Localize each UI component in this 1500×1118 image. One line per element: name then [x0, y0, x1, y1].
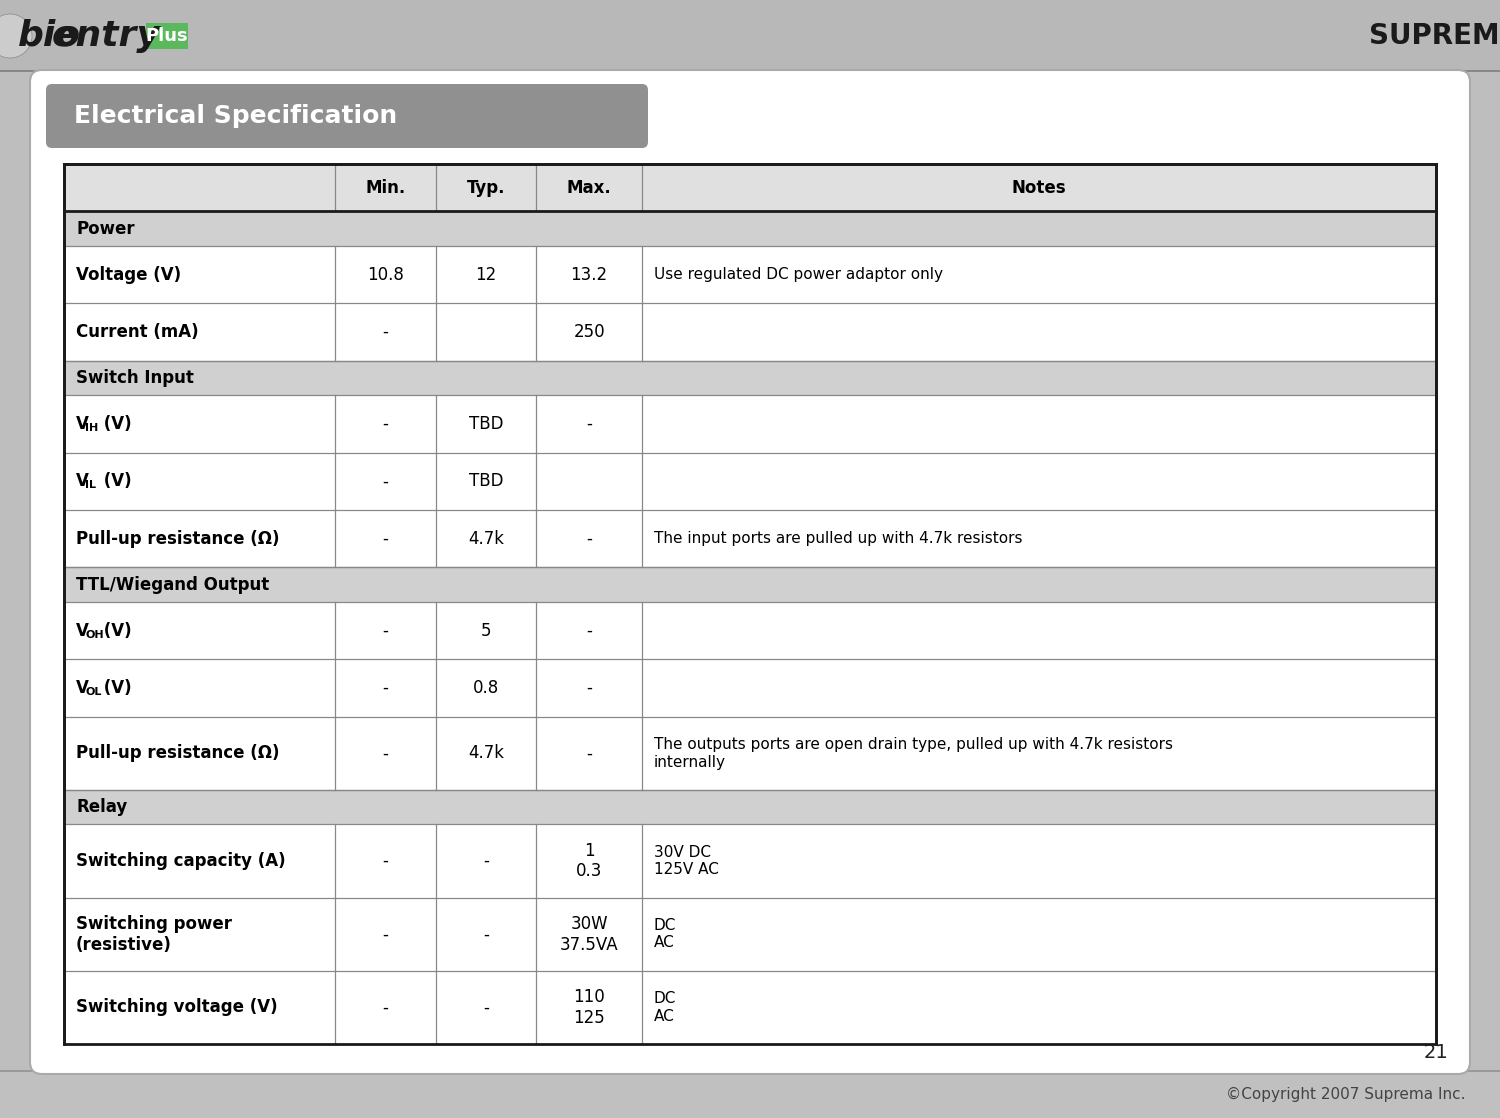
Text: IH: IH	[86, 423, 99, 433]
Bar	[0, 70, 1500, 72]
Text: Electrical Specification: Electrical Specification	[74, 104, 398, 127]
Bar	[64, 568, 1435, 601]
Text: -: -	[483, 926, 489, 944]
Text: bio: bio	[18, 19, 81, 53]
Text: Pull-up resistance (Ω): Pull-up resistance (Ω)	[76, 530, 279, 548]
Text: (V): (V)	[98, 473, 132, 491]
Circle shape	[0, 15, 32, 58]
Text: -: -	[382, 530, 388, 548]
Text: 4.7k: 4.7k	[468, 745, 504, 762]
Bar	[0, 1070, 1500, 1071]
Text: Switching voltage (V): Switching voltage (V)	[76, 998, 278, 1016]
Text: The input ports are pulled up with 4.7k resistors: The input ports are pulled up with 4.7k …	[654, 531, 1023, 547]
Text: OH: OH	[86, 629, 104, 639]
Bar	[64, 396, 1435, 453]
Bar	[64, 164, 1435, 211]
Text: 5: 5	[482, 622, 492, 639]
Text: (V): (V)	[98, 415, 132, 433]
Text: V: V	[76, 415, 88, 433]
Bar	[64, 510, 1435, 568]
Text: -: -	[586, 679, 592, 697]
Text: 21: 21	[1424, 1042, 1448, 1061]
Text: 4.7k: 4.7k	[468, 530, 504, 548]
Text: DC
AC: DC AC	[654, 992, 676, 1024]
Text: SUPREMA: SUPREMA	[1370, 22, 1500, 50]
Text: -: -	[483, 998, 489, 1016]
Bar	[64, 601, 1435, 660]
Text: -: -	[382, 852, 388, 870]
Text: 10.8: 10.8	[368, 266, 404, 284]
Text: 13.2: 13.2	[570, 266, 608, 284]
Text: Min.: Min.	[366, 179, 407, 197]
Text: 30W
37.5VA: 30W 37.5VA	[560, 915, 618, 954]
Text: -: -	[382, 679, 388, 697]
Bar	[0, 0, 1500, 72]
Text: TTL/Wiegand Output: TTL/Wiegand Output	[76, 576, 270, 594]
Bar	[64, 898, 1435, 970]
Text: Current (mA): Current (mA)	[76, 323, 198, 341]
Text: entry: entry	[53, 19, 160, 53]
Text: IL: IL	[86, 481, 96, 491]
Text: -: -	[382, 926, 388, 944]
Bar	[64, 164, 1435, 1044]
Text: -: -	[483, 852, 489, 870]
Text: TBD: TBD	[470, 415, 504, 433]
Text: The outputs ports are open drain type, pulled up with 4.7k resistors
internally: The outputs ports are open drain type, p…	[654, 737, 1173, 769]
Text: -: -	[586, 415, 592, 433]
Text: 12: 12	[476, 266, 496, 284]
Bar	[0, 1070, 1500, 1118]
Text: ©Copyright 2007 Suprema Inc.: ©Copyright 2007 Suprema Inc.	[1226, 1087, 1466, 1101]
Text: Voltage (V): Voltage (V)	[76, 266, 182, 284]
Text: OL: OL	[86, 688, 102, 697]
Text: Power: Power	[76, 220, 135, 238]
Text: 0.8: 0.8	[472, 679, 500, 697]
Text: Typ.: Typ.	[466, 179, 506, 197]
Text: -: -	[382, 473, 388, 491]
Text: V: V	[76, 679, 88, 697]
Text: TBD: TBD	[470, 473, 504, 491]
Text: -: -	[382, 745, 388, 762]
Text: V: V	[76, 473, 88, 491]
Text: Use regulated DC power adaptor only: Use regulated DC power adaptor only	[654, 267, 944, 282]
Text: DC
AC: DC AC	[654, 918, 676, 950]
FancyBboxPatch shape	[46, 84, 648, 148]
Text: Switching power
(resistive): Switching power (resistive)	[76, 915, 232, 954]
Text: -: -	[586, 745, 592, 762]
Text: 30V DC
125V AC: 30V DC 125V AC	[654, 845, 718, 878]
Text: 250: 250	[573, 323, 604, 341]
Bar	[146, 23, 188, 49]
Bar	[64, 453, 1435, 510]
Text: 110
125: 110 125	[573, 988, 604, 1026]
Text: -: -	[382, 622, 388, 639]
Text: -: -	[382, 998, 388, 1016]
Bar	[64, 970, 1435, 1044]
Bar	[64, 717, 1435, 790]
Text: Plus: Plus	[146, 27, 189, 45]
Text: Switch Input: Switch Input	[76, 369, 194, 387]
Text: Relay: Relay	[76, 798, 128, 816]
Text: (V): (V)	[98, 679, 132, 697]
Bar	[64, 660, 1435, 717]
Bar	[64, 361, 1435, 396]
Bar	[64, 246, 1435, 303]
Bar	[64, 824, 1435, 898]
Text: -: -	[382, 323, 388, 341]
Text: Pull-up resistance (Ω): Pull-up resistance (Ω)	[76, 745, 279, 762]
Text: Max.: Max.	[567, 179, 612, 197]
Bar	[64, 790, 1435, 824]
Text: -: -	[586, 622, 592, 639]
Text: V: V	[76, 622, 88, 639]
Text: Switching capacity (A): Switching capacity (A)	[76, 852, 285, 870]
Bar	[64, 303, 1435, 361]
Text: 1
0.3: 1 0.3	[576, 842, 603, 881]
Text: Notes: Notes	[1011, 179, 1066, 197]
Text: -: -	[382, 415, 388, 433]
Text: -: -	[586, 530, 592, 548]
FancyBboxPatch shape	[30, 70, 1470, 1074]
Text: (V): (V)	[98, 622, 132, 639]
Bar	[64, 211, 1435, 246]
